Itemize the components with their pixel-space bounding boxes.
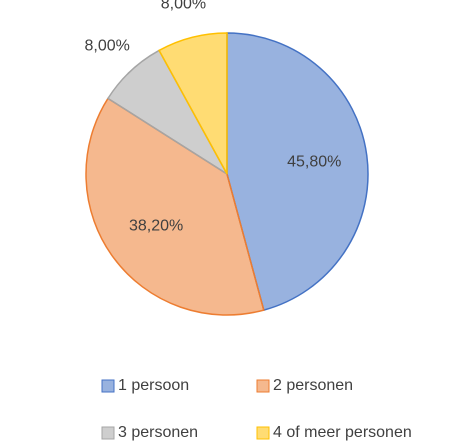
data-label: 45,80% bbox=[287, 154, 341, 171]
legend-label: 3 personen bbox=[118, 424, 198, 441]
legend-label: 2 personen bbox=[273, 377, 353, 394]
pie-slice bbox=[85, 97, 265, 316]
legend-swatch bbox=[256, 426, 270, 440]
pie-slice bbox=[226, 32, 369, 312]
legend-swatch bbox=[101, 426, 115, 440]
legend-label: 4 of meer personen bbox=[273, 424, 412, 441]
legend-swatch bbox=[101, 379, 115, 393]
data-label: 8,00% bbox=[85, 38, 130, 55]
data-label: 8,00% bbox=[161, 0, 206, 13]
legend-swatch bbox=[256, 379, 270, 393]
data-label: 38,20% bbox=[129, 217, 183, 234]
legend-label: 1 persoon bbox=[118, 377, 189, 394]
pie-slice bbox=[158, 32, 228, 175]
